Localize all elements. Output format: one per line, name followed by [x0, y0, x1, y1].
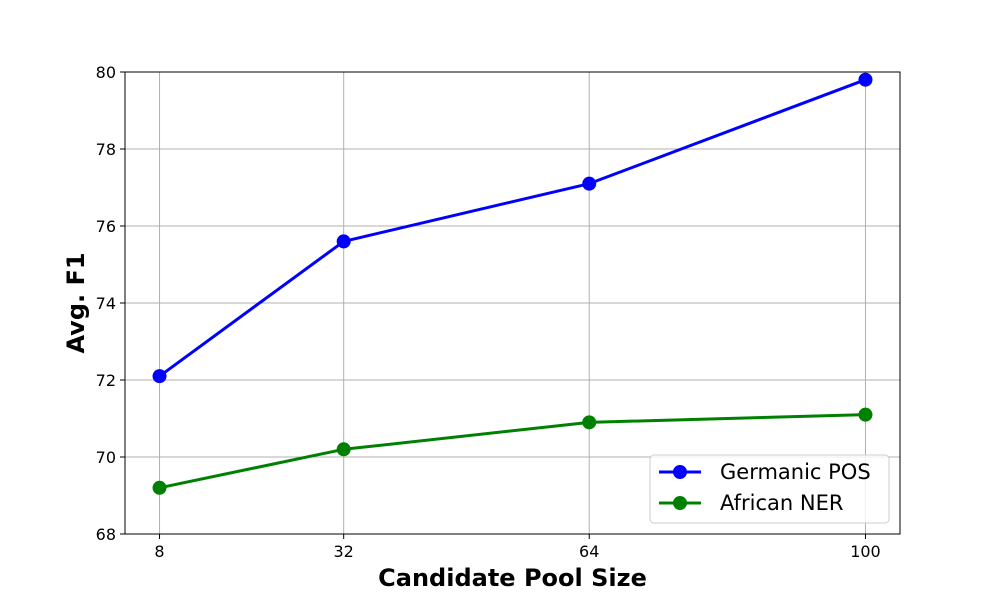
x-tick-label: 8	[154, 542, 164, 561]
x-tick-label: 32	[334, 542, 354, 561]
legend-marker	[673, 465, 687, 479]
legend-label: African NER	[720, 491, 843, 515]
data-point	[152, 369, 167, 384]
data-point	[336, 442, 351, 457]
y-tick-label: 76	[96, 217, 116, 236]
x-axis-title: Candidate Pool Size	[378, 564, 647, 592]
legend-marker	[673, 496, 687, 510]
y-axis-ticks: 68 70 72 74 76 78 80	[96, 63, 125, 544]
data-point	[152, 480, 167, 495]
x-tick-label: 64	[579, 542, 599, 561]
y-axis-title: Avg. F1	[62, 252, 90, 353]
series-lines	[158, 78, 866, 490]
series-line-0	[158, 78, 866, 378]
legend-label: Germanic POS	[720, 460, 871, 484]
legend-box	[649, 454, 890, 524]
data-markers	[152, 72, 873, 495]
y-tick-label: 74	[96, 294, 116, 313]
series-line-1	[159, 413, 866, 490]
data-point	[336, 234, 351, 249]
data-point	[582, 415, 597, 430]
y-tick-label: 80	[96, 63, 116, 82]
y-tick-label: 68	[96, 525, 116, 544]
x-axis-ticks: 8 32 64 100	[154, 534, 881, 561]
y-tick-label: 72	[96, 371, 116, 390]
y-tick-label: 78	[96, 140, 116, 159]
legend: Germanic POS African NER	[649, 454, 890, 524]
data-point	[858, 407, 873, 422]
data-point	[858, 72, 873, 87]
y-tick-label: 70	[96, 448, 116, 467]
x-tick-label: 100	[850, 542, 881, 561]
data-point	[582, 176, 597, 191]
